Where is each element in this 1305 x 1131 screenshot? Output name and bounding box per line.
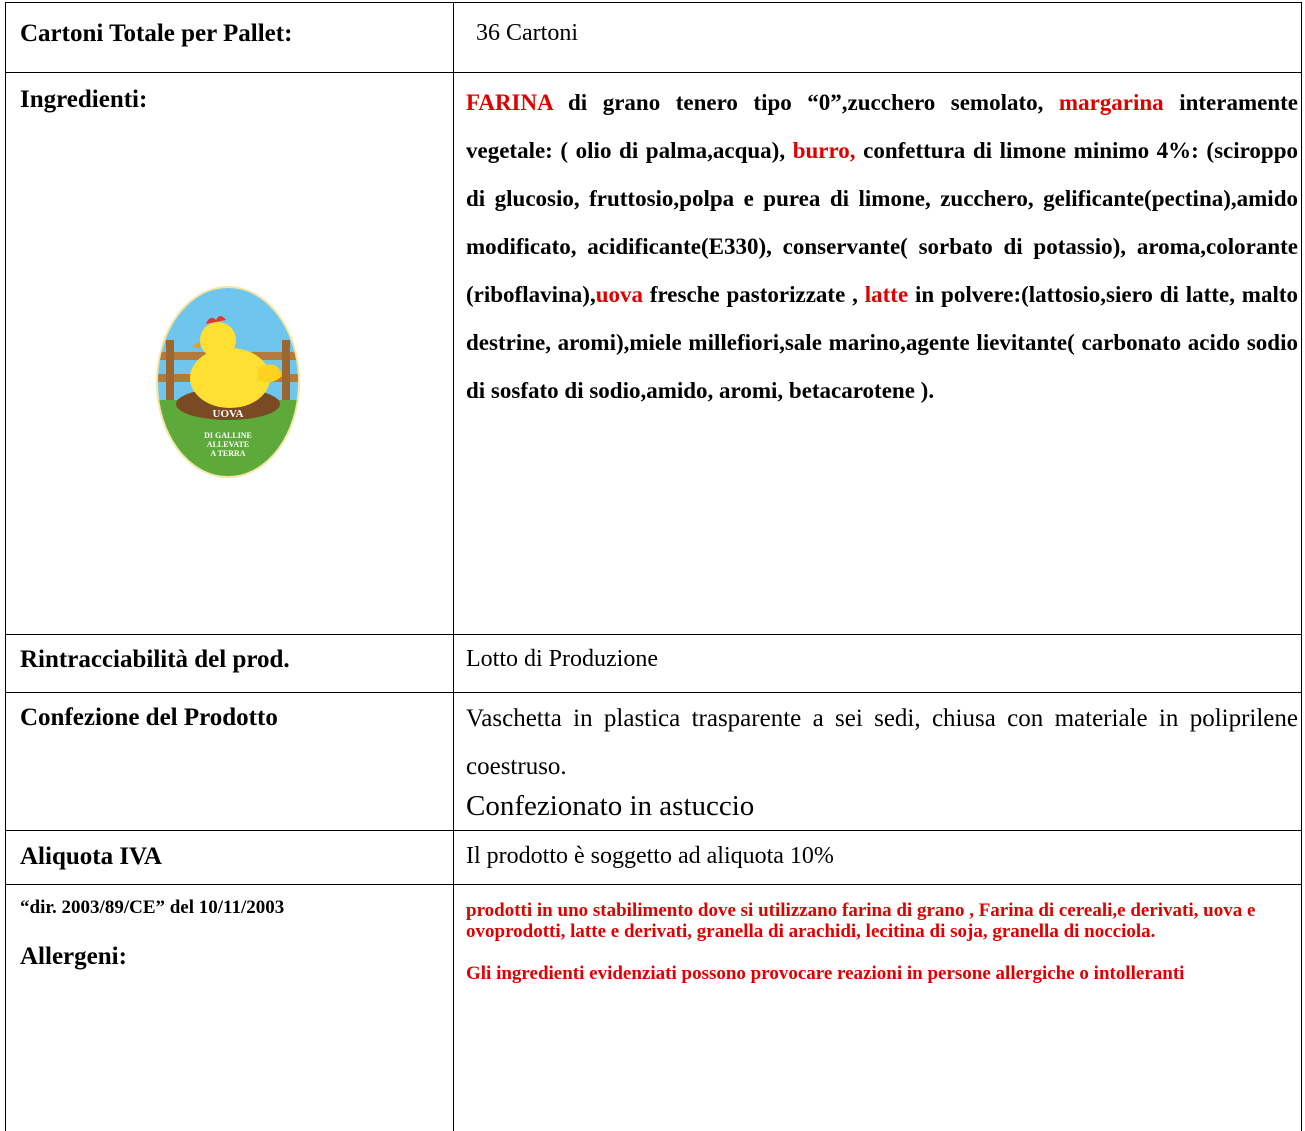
row-label: Cartoni Totale per Pallet:	[20, 20, 293, 47]
rule	[5, 830, 1302, 831]
rule	[5, 2, 6, 1131]
ingredient-text: uova	[595, 282, 643, 307]
rule	[5, 634, 1302, 635]
ingredient-text: interamente vegetale: ( olio di palma,ac…	[466, 90, 1298, 163]
logo-subtitle: ALLEVATE	[207, 440, 249, 449]
ingredient-text: margarina	[1058, 90, 1164, 115]
ingredient-text: burro,	[792, 138, 856, 163]
ingredient-text: di grano tenero tipo “0”,zucchero semola…	[552, 90, 1059, 115]
row-label: “dir. 2003/89/CE” del 10/11/2003	[20, 897, 285, 918]
row-label: Confezione del Prodotto	[20, 704, 278, 731]
rule	[5, 2, 1302, 3]
row-value: 36 Cartoni	[476, 20, 578, 46]
ingredient-text: latte	[864, 282, 909, 307]
ingredient-text: fresche pastorizzate ,	[643, 282, 865, 307]
logo-subtitle: DI GALLINE	[204, 431, 252, 440]
rule	[453, 2, 454, 1131]
rule	[5, 72, 1302, 73]
allergen-text: Gli ingredienti evidenziati possono prov…	[466, 963, 1185, 984]
ingredients: FARINA di grano tenero tipo “0”,zucchero…	[466, 79, 1298, 415]
row-value: Confezionato in astuccio	[466, 790, 755, 822]
allergen-text: prodotti in uno stabilimento dove si uti…	[466, 900, 1256, 942]
row-label: Ingredienti:	[20, 86, 148, 113]
logo-subtitle: A TERRA	[210, 449, 245, 458]
row-value: Vaschetta in plastica trasparente a sei …	[466, 705, 1298, 780]
logo-title: UOVA	[213, 408, 244, 420]
ingredient-text: confettura di limone minimo 4%: (sciropp…	[466, 138, 1298, 307]
ingredient-text: in polvere:(lattosio,siero di latte, mal…	[466, 282, 1298, 403]
row-label: Rintracciabilità del prod.	[20, 646, 290, 673]
rule	[1301, 2, 1302, 1131]
rule	[5, 884, 1302, 885]
row-label: Allergeni:	[20, 943, 127, 970]
egg-logo: UOVA DI GALLINE ALLEVATE A TERRA	[156, 286, 300, 478]
row-label: Aliquota IVA	[20, 843, 162, 870]
ingredient-text: FARINA	[466, 90, 553, 115]
row-value: Lotto di Produzione	[466, 646, 658, 672]
row-value: Il prodotto è soggetto ad aliquota 10%	[466, 843, 834, 869]
rule	[5, 692, 1302, 693]
